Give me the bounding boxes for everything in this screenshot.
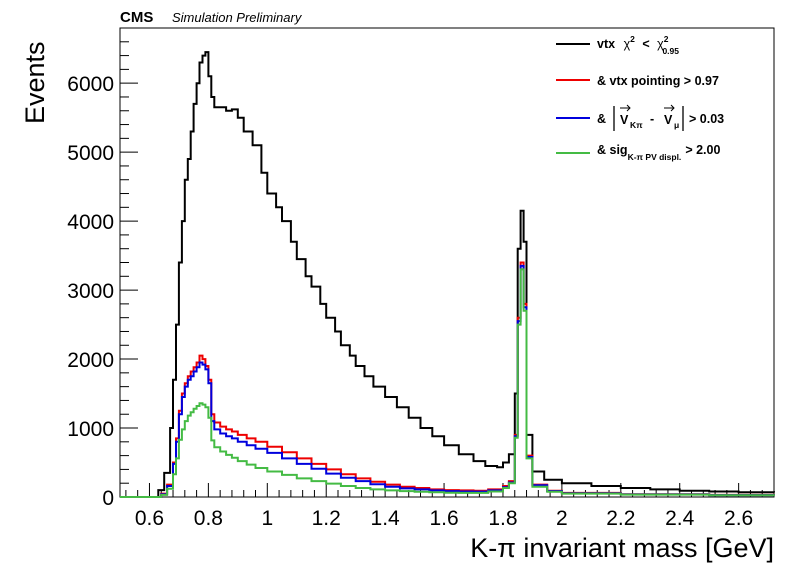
x-tick-label: 2.2: [606, 507, 635, 530]
x-tick-label: 2.6: [724, 507, 753, 530]
x-tick-label: 2.4: [665, 507, 695, 530]
y-tick-label: 5000: [67, 142, 114, 165]
y-axis-title: Events: [20, 41, 50, 124]
vector-arrow-icon: [664, 104, 675, 112]
x-tick-label: 1.4: [371, 507, 401, 530]
legend-entry-4: & sigK-π PV displ. > 2.00: [597, 143, 720, 162]
legend-3-rest: > 0.03: [689, 112, 724, 126]
x-tick-label: 0.6: [135, 507, 164, 530]
legend-3-sub-a: Kπ: [630, 120, 643, 130]
y-tick-label: 2000: [67, 349, 114, 372]
legend-3-minus: -: [650, 112, 654, 126]
legend-entry-3: & V Kπ - V μ > 0.03: [597, 104, 724, 131]
histogram-series-1: [120, 51, 775, 498]
y-tick-label: 3000: [67, 280, 114, 303]
simulation-preliminary-label: Simulation Preliminary: [172, 10, 303, 25]
legend-entry-2: & vtx pointing > 0.97: [597, 74, 719, 88]
legend-3-vb: V: [664, 113, 673, 127]
x-tick-label: 1.6: [429, 507, 458, 530]
x-tick-label: 1.2: [312, 507, 341, 530]
x-tick-label: 0.8: [194, 507, 223, 530]
cms-label: CMS: [120, 9, 153, 26]
x-tick-label: 1: [261, 507, 273, 530]
histogram-series-4: [120, 268, 775, 498]
histogram-series-2: [120, 261, 775, 498]
x-tick-label: 1.8: [488, 507, 517, 530]
legend-entry-1: vtx χ2 < χ2 0.95: [597, 31, 679, 56]
y-tick-label: 1000: [67, 418, 114, 441]
x-axis-title: K-π invariant mass [GeV]: [470, 533, 774, 563]
histogram-series-3: [120, 264, 775, 498]
y-tick-label: 0: [102, 487, 114, 510]
legend-3-va: V: [620, 113, 629, 127]
series-layer: [120, 51, 775, 498]
y-tick-label: 6000: [67, 73, 114, 96]
plot-frame: [119, 27, 775, 498]
legend-3-sub-b: μ: [674, 120, 679, 130]
y-axis-ticks: 0 1000 2000 3000 4000 5000 6000: [67, 41, 138, 510]
legend: vtx χ2 < χ2 0.95 & vtx pointing > 0.97 & …: [556, 31, 724, 162]
x-tick-label: 2: [556, 507, 568, 530]
vector-arrow-icon: [620, 104, 631, 112]
y-tick-label: 4000: [67, 211, 114, 234]
legend-3-amp: &: [597, 112, 606, 126]
